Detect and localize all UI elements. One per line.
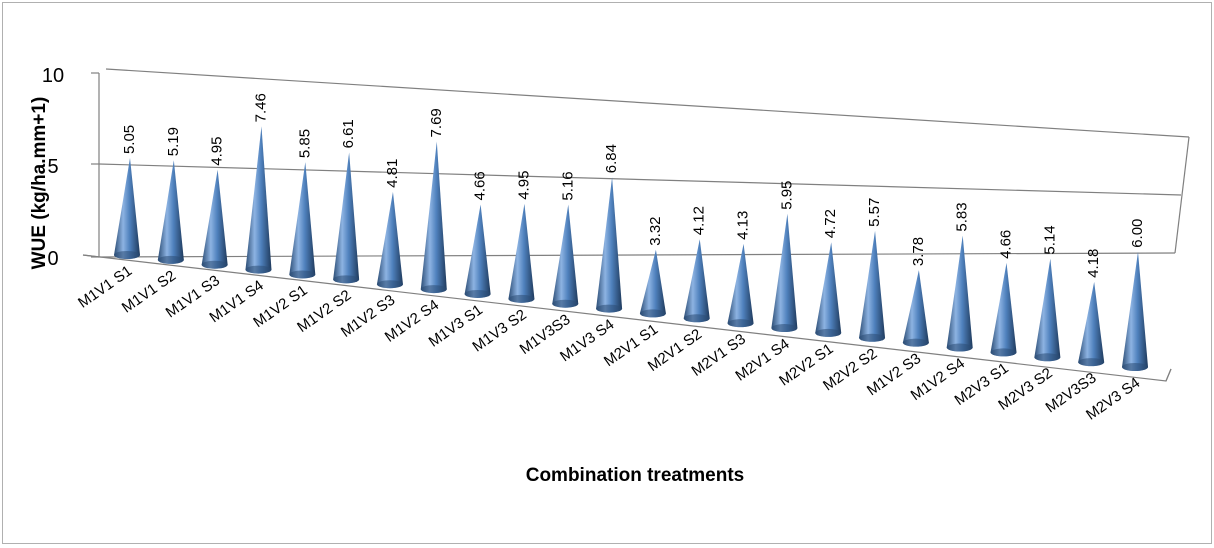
value-label: 5.19: [165, 127, 182, 156]
cone-base: [902, 338, 929, 347]
cone-bar: [289, 162, 316, 279]
cone-base: [771, 324, 798, 333]
value-label: 4.81: [384, 159, 401, 188]
value-label: 4.95: [209, 136, 226, 165]
value-label: 5.95: [778, 181, 795, 210]
value-label: 6.61: [340, 119, 357, 148]
cone-bar: [1078, 281, 1105, 367]
cone-bar: [420, 141, 447, 294]
cone-bar: [946, 235, 973, 352]
y-tick-label: 0: [47, 248, 58, 270]
cone-base: [508, 294, 535, 303]
value-label: 7.69: [428, 108, 445, 137]
cone-bar: [1034, 258, 1061, 362]
wall-top-edge: [105, 68, 1190, 138]
cone-base: [683, 314, 710, 323]
y-tick-label: 5: [47, 156, 58, 178]
floor-right-edge: [1165, 368, 1172, 382]
value-labels: 5.05 5.19 4.95 7.46 5.85 6.61 4.81 7.69 4.66 4.95…: [121, 93, 1146, 278]
cone-base: [333, 275, 360, 284]
y-tick-labels: 0 5 10: [42, 65, 64, 270]
cone-base: [859, 333, 886, 342]
value-label: 4.18: [1085, 249, 1102, 278]
cone-bar: [508, 203, 535, 303]
cone-bar: [771, 213, 798, 333]
value-label: 7.46: [252, 93, 269, 122]
cone-bar: [902, 270, 929, 347]
cone-bar: [639, 249, 666, 318]
cone-bar: [552, 204, 579, 308]
cone-base: [289, 270, 316, 279]
cone-base: [201, 260, 228, 269]
wall-mid-line: [98, 163, 1182, 196]
cone-base: [157, 255, 184, 264]
cone-base: [464, 289, 491, 298]
cone-bar: [683, 239, 710, 323]
value-label: 5.57: [866, 198, 883, 227]
cone-base: [596, 304, 623, 313]
cone-bar: [464, 204, 491, 298]
value-label: 5.83: [954, 202, 971, 231]
value-label: 5.16: [559, 171, 576, 200]
cone-bar: [114, 158, 140, 259]
cone-base: [815, 328, 842, 337]
value-label: 4.13: [735, 211, 752, 240]
y-axis-title: WUE (kg/ha.mm+1): [29, 97, 50, 270]
value-label: 5.85: [296, 129, 313, 158]
x-axis-title: Combination treatments: [526, 465, 745, 486]
value-label: 6.84: [603, 144, 620, 173]
value-label: 4.72: [822, 209, 839, 238]
wall-right-edge: [1174, 136, 1190, 254]
cone-bar: [1122, 251, 1148, 371]
cone-bar: [596, 177, 623, 313]
cone-base: [1078, 358, 1105, 367]
value-label: 4.95: [515, 171, 532, 200]
wall-floor-back-edge: [98, 252, 1176, 258]
value-label: 6.00: [1129, 219, 1146, 248]
value-label: 5.14: [1041, 225, 1058, 254]
cone-base: [114, 251, 140, 259]
value-label: 4.12: [691, 206, 708, 235]
cone-base: [727, 319, 754, 328]
cone-bar: [990, 262, 1017, 357]
cone-base: [946, 343, 973, 352]
value-label: 3.78: [910, 237, 927, 266]
cone-bar: [727, 243, 754, 328]
value-label: 5.05: [121, 125, 138, 154]
cone-base: [990, 348, 1017, 357]
cone-series: [114, 126, 1148, 371]
cone-base: [552, 299, 579, 308]
cone-base: [1034, 353, 1061, 362]
cone-bar: [201, 169, 228, 269]
value-label: 4.66: [472, 171, 489, 200]
cone-bar: [815, 242, 842, 337]
cone-base: [376, 280, 403, 289]
value-label: 4.66: [998, 230, 1015, 259]
y-tick-label: 10: [42, 65, 64, 87]
value-label: 3.32: [647, 216, 664, 245]
cone-bar: [157, 160, 184, 264]
plot-walls: [82, 68, 1190, 382]
cone-base: [639, 309, 666, 318]
cone-bar: [245, 126, 272, 274]
cone-bar: [859, 230, 886, 342]
cone-base: [245, 265, 272, 274]
wue-cone-chart: 5.05 5.19 4.95 7.46 5.85 6.61 4.81 7.69 4.66 4.95…: [29, 65, 1190, 486]
cone-base: [420, 285, 447, 294]
cone-bar: [376, 191, 403, 289]
cone-bar: [333, 152, 360, 284]
cone-base: [1122, 363, 1148, 371]
